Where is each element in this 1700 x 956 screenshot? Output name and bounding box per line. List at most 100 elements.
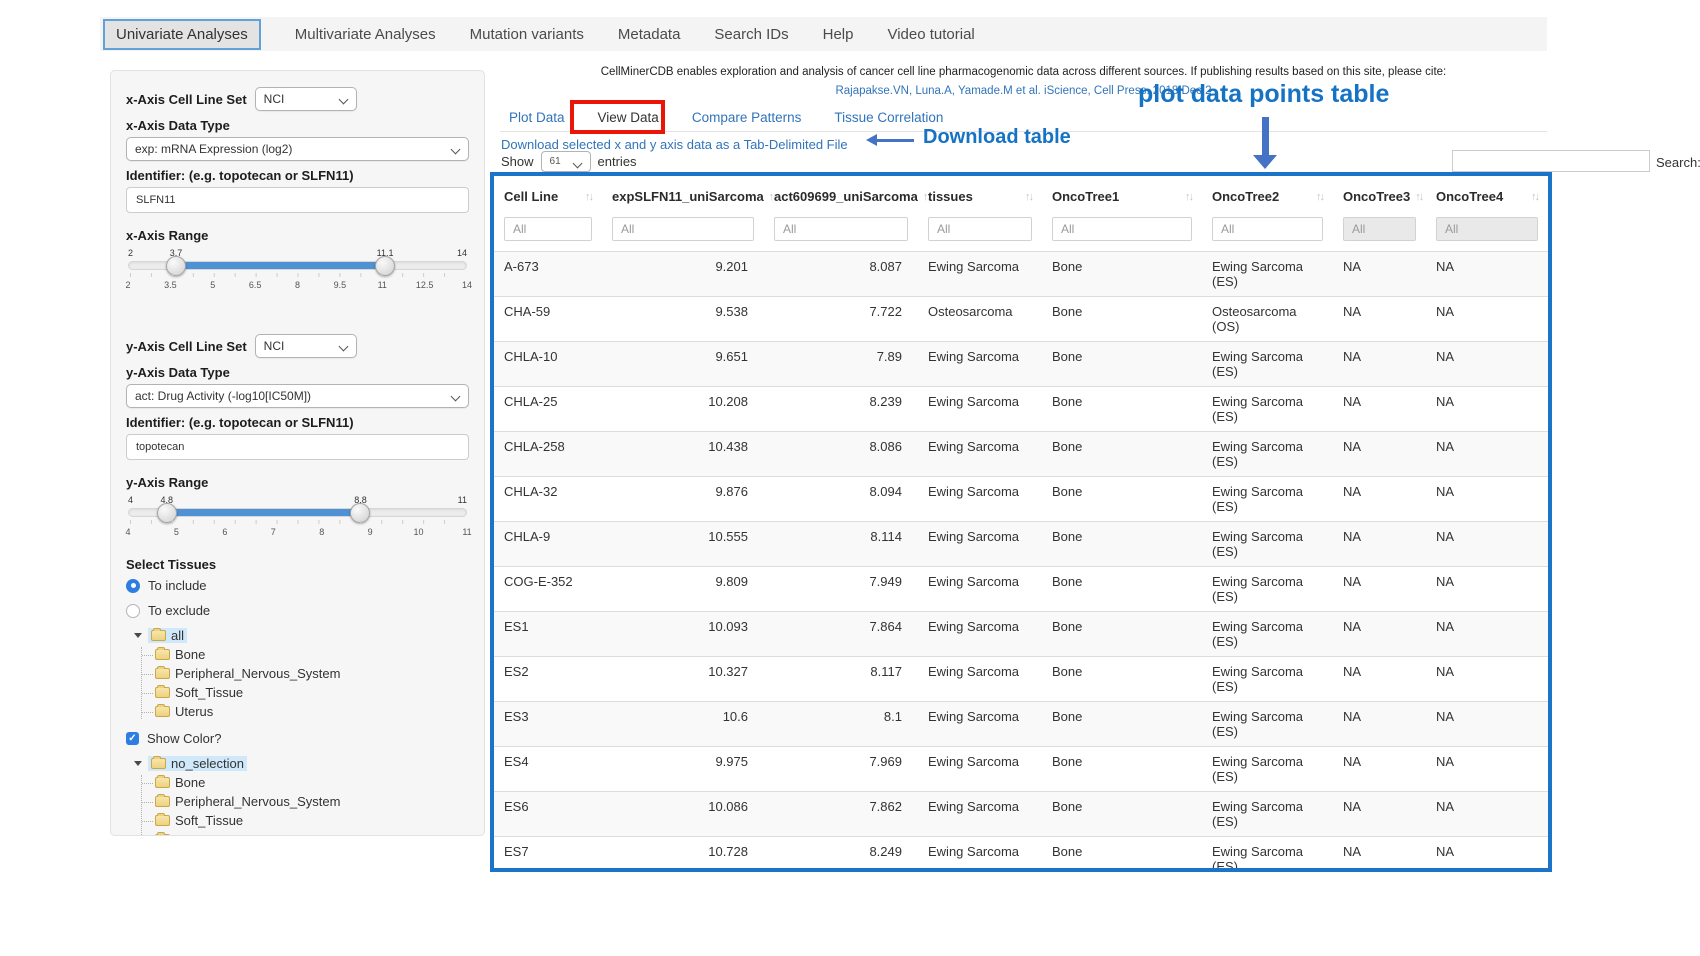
table-row: ES4 9.975 7.969 Ewing Sarcoma Bone Ewing Sarc… (494, 746, 1548, 792)
column-header-act609699-unisarcoma[interactable]: act609699_uniSarcoma ↑↓ (764, 176, 932, 215)
table-cell: ES6 (494, 791, 602, 837)
tree-item-peripheral-nervous-system[interactable]: Peripheral_Nervous_System (142, 794, 469, 809)
nav-tab-help[interactable]: Help (822, 25, 854, 43)
x-range-tick-labels: 2 3.5 5 6.5 8 9.5 11 12.5 14 (125, 280, 472, 292)
nav-tab-metadata[interactable]: Metadata (617, 25, 681, 43)
nav-tab-search-ids[interactable]: Search IDs (714, 25, 789, 43)
y-range-max: 11 (457, 495, 467, 505)
table-cell: NA (1426, 521, 1548, 567)
table-cell: Ewing Sarcoma (918, 521, 1042, 567)
y-range-tick-labels: 4 5 6 7 8 9 10 11 (125, 527, 471, 539)
tab-tissue-correlation[interactable]: Tissue Correlation (834, 110, 944, 125)
sort-icon: ↑↓ (1185, 190, 1194, 203)
tab-plot-data[interactable]: Plot Data (509, 110, 565, 125)
tree-collapse-icon (134, 761, 142, 766)
radio-on-icon (126, 578, 140, 593)
column-header-oncotree1[interactable]: OncoTree1 ↑↓ (1042, 176, 1202, 215)
tab-compare-patterns[interactable]: Compare Patterns (691, 110, 802, 125)
show-color-checkbox-row[interactable]: ✓ Show Color? (126, 731, 469, 746)
radio-to-exclude[interactable]: To exclude (126, 603, 469, 618)
nav-tab-univariate-analyses[interactable]: Univariate Analyses (103, 18, 261, 50)
download-table-annotation: Download table (923, 126, 1071, 148)
nav-tab-multivariate-analyses[interactable]: Multivariate Analyses (294, 25, 436, 43)
y-cell-line-set-select[interactable]: NCI (254, 334, 357, 358)
table-cell: NA (1426, 341, 1548, 387)
column-filter-input-expslfn11-unisarcoma[interactable] (612, 217, 754, 241)
column-filter-input-oncotree4[interactable] (1436, 217, 1538, 241)
table-cell: CHLA-258 (494, 431, 602, 477)
table-cell: Ewing Sarcoma (ES) (1202, 656, 1333, 702)
column-filter-input-cell-line[interactable] (504, 217, 592, 241)
tree-item-label: Peripheral_Nervous_System (175, 794, 341, 809)
x-data-type-select[interactable]: exp: mRNA Expression (log2) (126, 137, 469, 161)
table-cell: 8.086 (764, 431, 918, 477)
table-cell: 8.114 (764, 521, 918, 567)
y-identifier-input[interactable] (126, 434, 469, 460)
column-header-label: OncoTree1 (1052, 189, 1120, 204)
tree-root-all[interactable]: all (134, 628, 469, 643)
table-cell: NA (1333, 476, 1426, 522)
tree-root-no-selection[interactable]: no_selection (134, 756, 469, 771)
column-header-oncotree2[interactable]: OncoTree2 ↑↓ (1202, 176, 1333, 215)
table-head: Cell Line ↑↓ expSLFN11_uniSarcoma ↑↓ act6096… (494, 176, 1548, 252)
table-cell: Osteosarcoma (OS) (1202, 296, 1333, 342)
down-arrow-annotation-icon (1253, 117, 1277, 169)
tree-item-soft-tissue[interactable]: Soft_Tissue (142, 685, 469, 700)
table-cell: 9.538 (602, 296, 764, 342)
table-cell: Ewing Sarcoma (918, 656, 1042, 702)
column-filter-input-oncotree3[interactable] (1343, 217, 1416, 241)
table-cell: Bone (1042, 836, 1202, 868)
x-cell-line-set-select[interactable]: NCI (254, 87, 357, 111)
y-data-type-select[interactable]: act: Drug Activity (-log10[IC50M]) (126, 384, 469, 408)
tree-item-bone[interactable]: Bone (142, 647, 469, 662)
column-header-tissues[interactable]: tissues ↑↓ (918, 176, 1042, 215)
citation-text: CellMinerCDB enables exploration and ana… (600, 66, 1447, 78)
tree-item-uterus[interactable]: Uterus (142, 704, 469, 719)
table-cell: Bone (1042, 746, 1202, 792)
table-cell: CHA-59 (494, 296, 602, 342)
table-cell: NA (1426, 746, 1548, 792)
view-data-annotation-box (570, 100, 665, 134)
column-filter-input-oncotree2[interactable] (1212, 217, 1323, 241)
column-header-oncotree4[interactable]: OncoTree4 ↑↓ (1426, 176, 1548, 215)
table-cell: Ewing Sarcoma (918, 341, 1042, 387)
tree-item-uterus[interactable]: Uterus (155, 832, 469, 835)
table-cell: 8.1 (764, 701, 918, 747)
column-filter-input-act609699-unisarcoma[interactable] (774, 217, 908, 241)
range-tick-label: 8 (294, 280, 301, 290)
search-input[interactable] (1452, 150, 1650, 172)
table-cell: Ewing Sarcoma (ES) (1202, 476, 1333, 522)
column-filter-input-oncotree1[interactable] (1052, 217, 1192, 241)
entries-select[interactable]: 61 (540, 151, 591, 172)
tree-item-label: Peripheral_Nervous_System (175, 666, 341, 681)
table-cell: Bone (1042, 611, 1202, 657)
tree-item-bone[interactable]: Bone (142, 775, 469, 790)
table-cell: Ewing Sarcoma (ES) (1202, 791, 1333, 837)
left-arrow-annotation-icon (866, 134, 914, 146)
nav-tab-video-tutorial[interactable]: Video tutorial (887, 25, 975, 43)
tab-view-data[interactable]: View Data (597, 110, 659, 125)
table-cell: NA (1426, 566, 1548, 612)
table-cell: NA (1426, 476, 1548, 522)
tree-item-peripheral-nervous-system[interactable]: Peripheral_Nervous_System (142, 666, 469, 681)
table-cell: Bone (1042, 566, 1202, 612)
tree-item-soft-tissue[interactable]: Soft_Tissue (142, 813, 469, 828)
column-header-cell-line[interactable]: Cell Line ↑↓ (494, 176, 602, 215)
column-filter-input-tissues[interactable] (928, 217, 1032, 241)
table-row: ES7 10.728 8.249 Ewing Sarcoma Bone Ewing Sar… (494, 836, 1548, 868)
x-identifier-input[interactable] (126, 187, 469, 213)
column-header-expslfn11-unisarcoma[interactable]: expSLFN11_uniSarcoma ↑↓ (602, 176, 778, 215)
table-cell: NA (1333, 296, 1426, 342)
x-cell-line-set-label: x-Axis Cell Line Set (126, 91, 247, 107)
tree-item-label: Bone (175, 647, 206, 662)
table-cell: NA (1333, 521, 1426, 567)
x-data-type-value: exp: mRNA Expression (log2) (135, 142, 293, 156)
table-cell: NA (1333, 791, 1426, 837)
sort-icon: ↑↓ (585, 190, 594, 203)
column-header-oncotree3[interactable]: OncoTree3 ↑↓ (1333, 176, 1426, 215)
nav-tab-mutation-variants[interactable]: Mutation variants (469, 25, 584, 43)
table-cell: NA (1426, 836, 1548, 868)
download-tab-delimited-link[interactable]: Download selected x and y axis data as a… (501, 137, 848, 152)
citation-link[interactable]: Rajapakse.VN, Luna.A, Yamade.M et al. iS… (835, 85, 1212, 97)
radio-to-include[interactable]: To include (126, 578, 469, 593)
